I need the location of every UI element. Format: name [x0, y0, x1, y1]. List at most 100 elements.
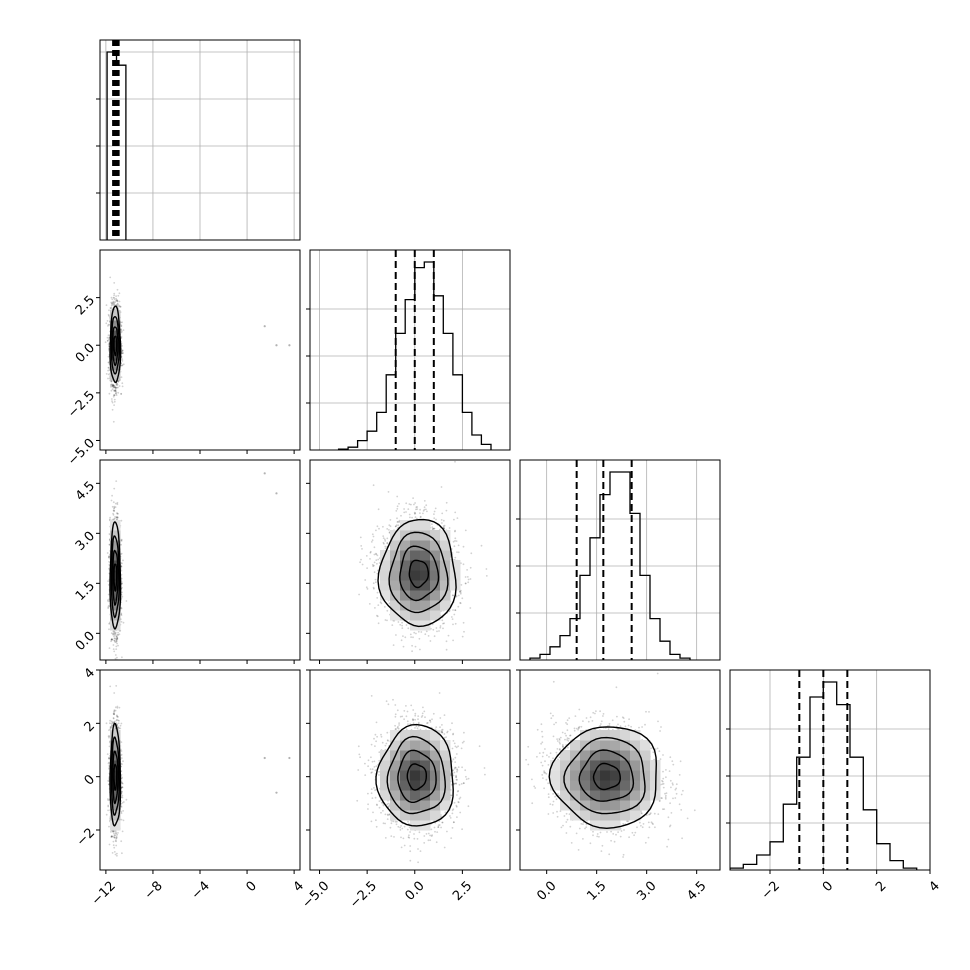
density-bin	[110, 370, 121, 381]
scatter-point	[111, 384, 114, 387]
scatter-point	[111, 385, 114, 388]
scatter-point	[443, 524, 446, 527]
scatter-point	[115, 648, 118, 650]
scatter-point	[116, 656, 118, 659]
scatter-point	[116, 516, 118, 519]
scatter-point	[110, 640, 112, 643]
scatter-point	[114, 657, 117, 660]
scatter-point	[110, 301, 113, 304]
density-bin	[110, 580, 121, 591]
scatter-point	[113, 394, 116, 397]
scatter-point	[110, 384, 112, 387]
scatter-point	[107, 607, 110, 609]
scatter-point	[117, 386, 119, 389]
scatter-point	[113, 302, 116, 305]
scatter-point	[116, 638, 119, 641]
scatter-point	[401, 624, 403, 627]
scatter-point	[112, 301, 114, 304]
scatter-point	[117, 380, 120, 383]
scatter-point	[110, 302, 113, 305]
scatter-point	[459, 602, 461, 604]
scatter-point	[106, 336, 109, 339]
scatter-point	[442, 519, 445, 522]
scatter-point	[107, 584, 110, 586]
scatter-point	[115, 383, 118, 385]
scatter-point	[117, 512, 119, 515]
scatter-point	[111, 301, 114, 304]
scatter-point	[464, 529, 467, 532]
scatter-point	[113, 294, 115, 297]
scatter-point	[106, 552, 109, 554]
scatter-point	[366, 567, 368, 569]
scatter-point	[415, 632, 417, 635]
scatter-point	[120, 552, 123, 555]
scatter-point	[414, 513, 416, 515]
scatter-point	[109, 516, 111, 519]
scatter-point	[113, 297, 115, 299]
contour-line	[112, 549, 119, 606]
scatter-point	[107, 377, 109, 380]
panel-frame	[99, 459, 301, 661]
scatter-point	[105, 373, 108, 375]
scatter-point	[110, 307, 112, 310]
scatter-point	[109, 276, 112, 279]
scatter-point	[398, 519, 401, 522]
scatter-point	[121, 595, 124, 598]
scatter-point	[107, 369, 109, 372]
scatter-point	[120, 607, 123, 610]
scatter-point	[113, 394, 116, 397]
contour-line	[109, 521, 122, 630]
scatter-point	[113, 635, 115, 638]
scatter-point	[121, 562, 123, 565]
scatter-point	[114, 516, 116, 518]
scatter-point	[115, 304, 118, 306]
scatter-point	[121, 582, 123, 585]
scatter-point	[111, 298, 114, 301]
scatter-point	[113, 637, 116, 640]
scatter-point	[114, 654, 117, 656]
scatter-point	[121, 358, 124, 360]
scatter-point	[108, 315, 110, 317]
scatter-point	[122, 352, 124, 354]
scatter-point	[110, 306, 113, 309]
scatter-point	[432, 628, 435, 631]
scatter-point	[108, 392, 111, 395]
scatter-point	[120, 606, 123, 609]
scatter-point	[414, 516, 417, 518]
scatter-point	[121, 364, 123, 367]
scatter-point	[113, 518, 115, 520]
scatter-point	[109, 307, 112, 309]
scatter-point	[377, 622, 380, 625]
scatter-point	[112, 509, 115, 512]
contour-line	[112, 326, 119, 367]
scatter-point	[115, 391, 118, 394]
density-bin	[110, 530, 121, 541]
scatter-point	[122, 363, 125, 366]
scatter-point	[115, 480, 118, 482]
scatter-point	[108, 361, 110, 364]
scatter-point	[108, 337, 111, 339]
scatter-point	[461, 597, 464, 600]
scatter-point	[114, 386, 117, 389]
scatter-point	[108, 338, 110, 341]
scatter-point	[117, 516, 119, 519]
scatter-point	[117, 631, 119, 634]
density-bin	[110, 340, 121, 351]
scatter-point	[369, 558, 371, 560]
scatter-point	[112, 385, 115, 388]
scatter-point	[105, 322, 108, 325]
scatter-point	[121, 345, 123, 347]
scatter-point	[112, 648, 115, 650]
density-bin	[110, 590, 121, 601]
scatter-point	[113, 394, 115, 396]
scatter-point	[113, 298, 116, 301]
scatter-point	[110, 638, 113, 641]
scatter-point	[275, 492, 278, 495]
scatter-point	[111, 384, 114, 387]
scatter-point	[112, 300, 115, 303]
scatter-point	[116, 637, 119, 640]
scatter-point	[112, 632, 115, 635]
scatter-point	[111, 505, 114, 508]
scatter-point	[113, 509, 115, 512]
density-bin	[110, 570, 121, 581]
